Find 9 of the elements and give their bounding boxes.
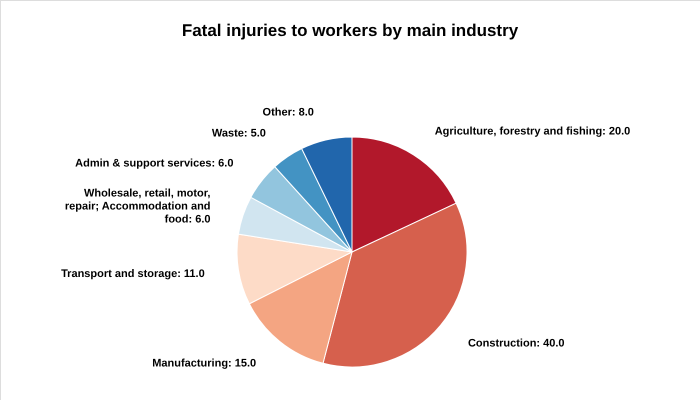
slice-label: Other: 8.0 [262,106,314,119]
slice-label: Wholesale, retail, motor, repair; Accommodation and food: 6.0 [64,187,211,226]
slice-label: Manufacturing: 15.0 [152,357,256,370]
slice-label: Agriculture, forestry and fishing: 20.0 [434,125,630,138]
slice-label: Admin & support services: 6.0 [75,158,234,170]
slice-label: Construction: 40.0 [468,337,565,350]
chart-title: Fatal injuries to workers by main industry [182,21,519,40]
slice-label: Waste: 5.0 [212,128,266,140]
slice-label: Transport and storage: 11.0 [61,268,205,280]
